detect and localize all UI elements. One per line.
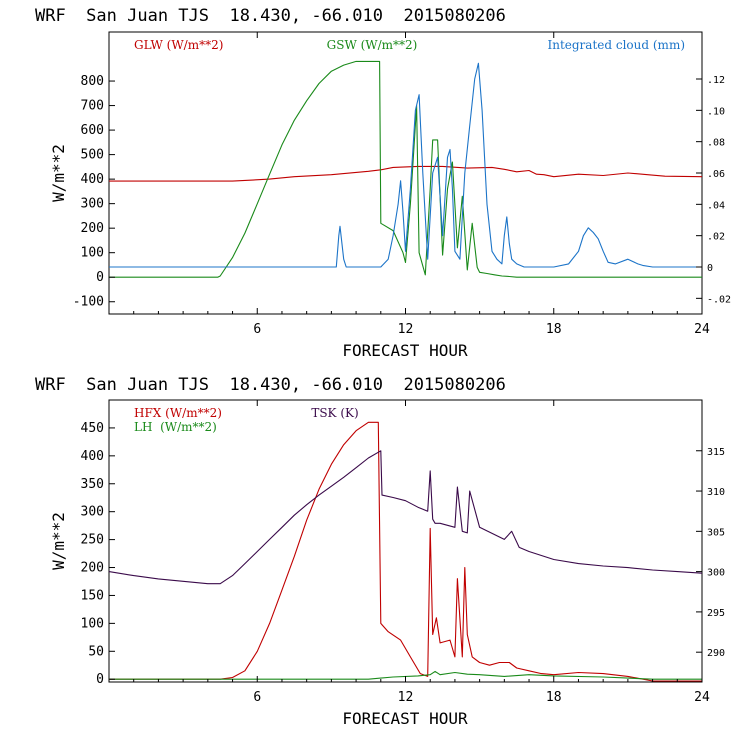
y2-tick-label: 0 xyxy=(707,263,713,274)
y-tick-label: -100 xyxy=(73,295,104,310)
y-tick-label: 0 xyxy=(96,672,104,687)
x-tick-label: 12 xyxy=(398,322,414,337)
y2-tick-label: -.02 xyxy=(707,294,731,305)
x-tick-label: 6 xyxy=(253,690,261,705)
panel-2-x-axis-label: FORECAST HOUR xyxy=(342,709,468,728)
y2-tick-label: 315 xyxy=(707,447,725,458)
series-line-glw xyxy=(109,165,703,182)
y-tick-label: 200 xyxy=(81,221,104,236)
y-tick-label: 800 xyxy=(81,74,104,89)
y-tick-label: 500 xyxy=(81,148,104,163)
legend-glw: GLW (W/m**2) xyxy=(134,38,223,52)
x-tick-label: 24 xyxy=(694,690,710,705)
panel-1-y-axis-label: W/m**2 xyxy=(49,144,68,202)
panel-1-series-group xyxy=(109,60,703,278)
legend-integrated-cloud: Integrated cloud (mm) xyxy=(547,38,685,52)
series-line-integrated xyxy=(109,62,702,268)
panel-2-y-axis-label: W/m**2 xyxy=(49,512,68,570)
y2-tick-label: .12 xyxy=(707,75,725,86)
series-line-gsw xyxy=(109,60,702,278)
y2-tick-label: .02 xyxy=(707,232,725,243)
y2-tick-label: 310 xyxy=(707,487,725,498)
x-tick-label: 24 xyxy=(694,322,710,337)
y-tick-label: 450 xyxy=(81,421,104,436)
y-tick-label: 350 xyxy=(81,477,104,492)
panel-1-plot-frame xyxy=(108,31,703,315)
y-tick-label: 400 xyxy=(81,449,104,464)
y-tick-label: 200 xyxy=(81,561,104,576)
legend-lh: LH (W/m**2) xyxy=(134,420,217,434)
y2-tick-label: 305 xyxy=(707,527,725,538)
y2-tick-label: 300 xyxy=(707,568,725,579)
y2-tick-label: .06 xyxy=(707,169,725,180)
y-tick-label: 100 xyxy=(81,616,104,631)
panel-2-axes-group: 6 12 18 24 0 50 100 150 200 250 300 350 400 450 290 295… xyxy=(81,400,725,705)
y2-tick-label: .08 xyxy=(707,138,725,149)
y2-tick-label: .04 xyxy=(707,200,725,211)
y-tick-label: 700 xyxy=(81,99,104,114)
series-line-lh xyxy=(109,670,702,680)
x-tick-label: 18 xyxy=(546,322,562,337)
panel-1-axes-group: 6 12 18 24 -100 0 100 200 300 400 500 600 700 800 -.02… xyxy=(73,32,731,337)
x-tick-label: 18 xyxy=(546,690,562,705)
series-line-tsk xyxy=(108,450,703,585)
legend-gsw: GSW (W/m**2) xyxy=(327,38,418,52)
y-tick-label: 0 xyxy=(96,270,104,285)
panel-radiation: WRF San Juan TJS 18.430, -66.010 2015080… xyxy=(35,6,731,360)
x-tick-label: 12 xyxy=(398,690,414,705)
y2-tick-label: 295 xyxy=(707,608,725,619)
legend-hfx: HFX (W/m**2) xyxy=(134,406,222,420)
panel-2-series-group xyxy=(108,421,703,682)
y-tick-label: 100 xyxy=(81,246,104,261)
y-tick-label: 600 xyxy=(81,123,104,138)
legend-tsk: TSK (K) xyxy=(311,406,358,420)
panel-1-x-axis-label: FORECAST HOUR xyxy=(342,341,468,360)
y-tick-label: 250 xyxy=(81,533,104,548)
series-line-hfx xyxy=(109,421,702,682)
y-tick-label: 50 xyxy=(88,644,104,659)
y2-tick-label: 290 xyxy=(707,648,725,659)
panel-2-title: WRF San Juan TJS 18.430, -66.010 2015080… xyxy=(35,375,506,395)
y-tick-label: 300 xyxy=(81,505,104,520)
y-tick-label: 150 xyxy=(81,588,104,603)
panel-1-title: WRF San Juan TJS 18.430, -66.010 2015080… xyxy=(35,6,506,26)
panel-2-plot-frame xyxy=(108,399,703,683)
y-tick-label: 300 xyxy=(81,197,104,212)
y2-tick-label: .10 xyxy=(707,106,725,117)
panel-fluxes: WRF San Juan TJS 18.430, -66.010 2015080… xyxy=(35,375,725,728)
x-tick-label: 6 xyxy=(253,322,261,337)
y-tick-label: 400 xyxy=(81,172,104,187)
